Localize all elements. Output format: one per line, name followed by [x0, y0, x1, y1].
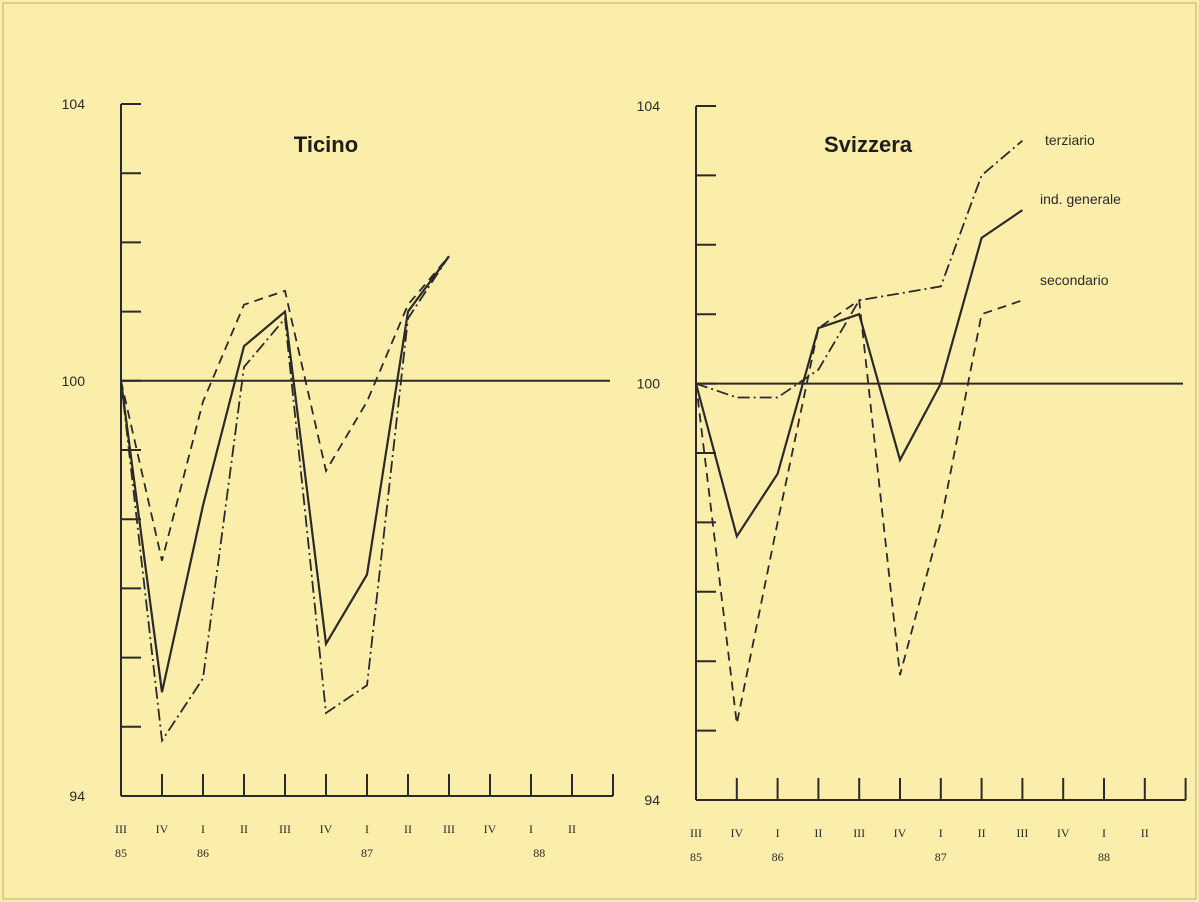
panel0-x-tick-label: I [365, 822, 369, 836]
panel0-x-tick-label: IV [156, 822, 169, 836]
panel0-y-tick-label: 100 [62, 373, 86, 389]
panel0-year-label: 87 [361, 846, 373, 860]
panel1-year-label: 87 [935, 850, 947, 864]
panel1-x-tick-label: I [1102, 826, 1106, 840]
panel1-x-tick-label: II [978, 826, 986, 840]
legend-label-ind-generale: ind. generale [1040, 191, 1121, 207]
panel1-y-tick-label: 104 [637, 98, 661, 114]
panel0-y-tick-label: 104 [62, 96, 86, 112]
panel0-x-tick-label: IV [320, 822, 333, 836]
panel1-series-line-ind-generale [696, 210, 1022, 536]
figure-frame [3, 3, 1196, 899]
legend: terziario ind. generale secondario [1040, 132, 1121, 288]
panel0-x-tick-label: IV [484, 822, 497, 836]
panel0-x-tick-label: II [240, 822, 248, 836]
panel0-x-tick-label: III [115, 822, 127, 836]
panel1-year-label: 86 [772, 850, 784, 864]
panel0-year-label: 88 [533, 846, 545, 860]
panel0-series-line-dashed [121, 256, 449, 561]
panel1-x-tick-label: II [1141, 826, 1149, 840]
chart-title-ticino: Ticino [294, 132, 358, 157]
panel1-x-tick-label: IV [894, 826, 907, 840]
panel0-x-tick-label: III [279, 822, 291, 836]
panel0-y-tick-label: 94 [69, 788, 85, 804]
chart-title-svizzera: Svizzera [824, 132, 913, 157]
panel1-y-tick-label: 94 [644, 792, 660, 808]
panel1-year-label: 85 [690, 850, 702, 864]
panel0-x-tick-label: II [568, 822, 576, 836]
panel0-x-tick-label: III [443, 822, 455, 836]
panel1-y-tick-label: 100 [637, 376, 661, 392]
panel1-x-tick-label: I [939, 826, 943, 840]
panel1-year-label: 88 [1098, 850, 1110, 864]
panel1-x-tick-label: II [814, 826, 822, 840]
panel1-x-tick-label: III [1016, 826, 1028, 840]
panel1-x-tick-label: III [853, 826, 865, 840]
panel0-series-line-dashdot [121, 256, 449, 740]
legend-label-secondario: secondario [1040, 272, 1109, 288]
panel1-x-tick-label: IV [1057, 826, 1070, 840]
legend-label-terziario: terziario [1045, 132, 1095, 148]
panel0-year-label: 86 [197, 846, 209, 860]
panel1-x-tick-label: I [776, 826, 780, 840]
panel1-x-tick-label: IV [730, 826, 743, 840]
chart-svizzera: Svizzera terziario ind. generale seconda… [637, 98, 1186, 864]
panel0-x-tick-label: I [201, 822, 205, 836]
panel0-x-tick-label: II [404, 822, 412, 836]
panel0-x-tick-label: I [529, 822, 533, 836]
panel1-series-line-secondario [696, 300, 1022, 723]
panel0-year-label: 85 [115, 846, 127, 860]
panel1-x-tick-label: III [690, 826, 702, 840]
